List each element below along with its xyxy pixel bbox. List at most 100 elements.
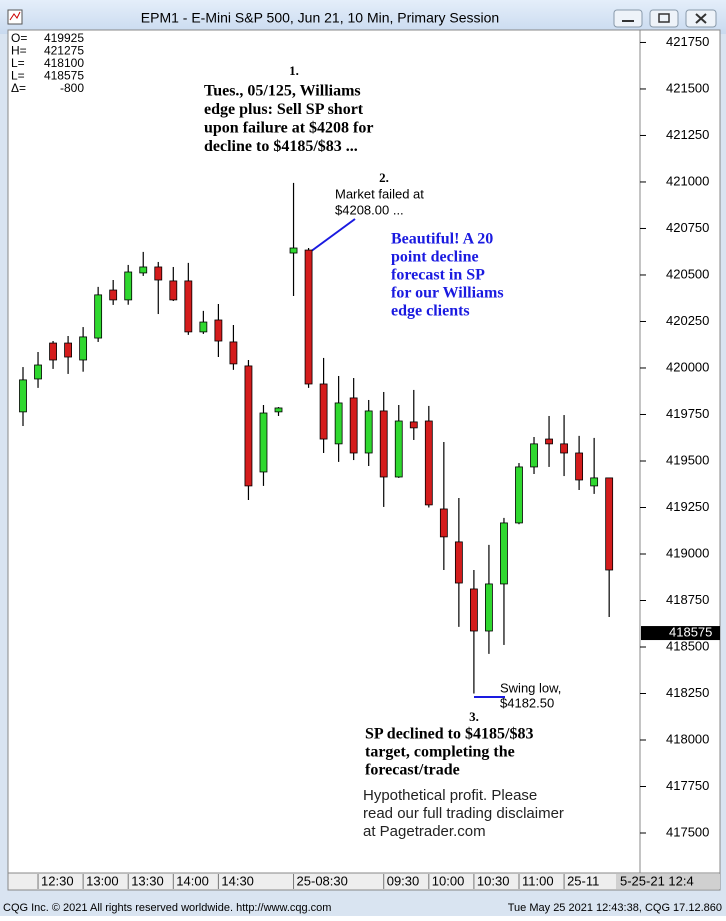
annotation-number: 2. <box>379 170 389 185</box>
readout-value: 418575 <box>44 69 84 83</box>
annotation-line: $4208.00 ... <box>335 202 404 217</box>
candle-body <box>590 477 599 487</box>
candle-body <box>500 522 508 585</box>
candle-body <box>424 420 433 506</box>
time-stamp-box <box>616 874 720 889</box>
annotation-line: edge clients <box>391 303 470 320</box>
candle-body <box>154 266 163 281</box>
x-tick-label: 25-11 <box>567 873 599 888</box>
annotation-number: 1. <box>289 63 299 78</box>
candle-body <box>379 410 388 478</box>
annotation-line: Tues., 05/125, Williams <box>204 83 361 100</box>
annotation-line: forecast in SP <box>391 267 485 284</box>
annotation-line: SP declined to $4185/$83 <box>365 726 533 743</box>
candle-body <box>244 365 253 487</box>
candle-body <box>79 336 88 361</box>
candle-body <box>485 583 493 632</box>
annotation-line: at Pagetrader.com <box>363 823 486 840</box>
y-tick-label: 420750 <box>666 220 709 235</box>
readout-label: L= <box>11 69 25 83</box>
annotation-line: Swing low, <box>500 680 561 695</box>
x-tick-label: 13:00 <box>86 873 119 888</box>
annotation-line: Beautiful! A 20 <box>391 231 493 248</box>
y-tick-label: 419750 <box>666 406 709 421</box>
x-tick-label: 09:30 <box>387 873 420 888</box>
close-glyph <box>695 13 707 24</box>
y-tick-label: 421000 <box>666 173 709 188</box>
candle-body <box>124 271 133 301</box>
candle-body <box>515 466 523 524</box>
candle-body <box>64 342 72 358</box>
y-tick-label: 417750 <box>666 778 709 793</box>
readout-label: O= <box>11 31 27 45</box>
y-tick-label: 421500 <box>666 80 709 95</box>
window-icon <box>7 9 23 25</box>
x-tick-label: 14:30 <box>221 873 254 888</box>
y-tick-label: 419500 <box>666 452 709 467</box>
last-price-box <box>641 626 720 641</box>
candle-body <box>229 341 238 365</box>
y-tick-label: 421250 <box>666 127 709 142</box>
annotation-line: edge plus: Sell SP short <box>204 101 364 118</box>
x-tick-label: 10:00 <box>432 873 465 888</box>
readout-value: 421275 <box>44 44 84 58</box>
x-tick-label: 10:30 <box>477 873 510 888</box>
candle-body <box>394 420 403 478</box>
annotation-line: upon failure at $4208 for <box>204 120 373 137</box>
readout-label: Δ= <box>11 81 26 95</box>
candle-body <box>109 289 118 301</box>
annotation-line: for our Williams <box>391 285 504 302</box>
maximize-button[interactable] <box>649 9 679 28</box>
candle-body <box>19 379 27 413</box>
y-tick-label: 418750 <box>666 592 709 607</box>
x-tick-label: 25-08:30 <box>297 873 348 888</box>
annotation-line: point decline <box>391 249 479 266</box>
candle-body <box>530 443 538 468</box>
minimize-button[interactable] <box>613 9 643 28</box>
candle-body <box>409 421 418 429</box>
y-tick-label: 420250 <box>666 313 709 328</box>
annotation-line: read our full trading disclaimer <box>363 805 564 822</box>
candle-body <box>334 402 343 445</box>
candle-body <box>304 249 313 385</box>
y-tick-label: 418250 <box>666 685 709 700</box>
candle-body <box>259 412 268 473</box>
annotation-line: target, completing the <box>365 744 515 761</box>
annotation-line: Hypothetical profit. Please <box>363 787 537 804</box>
candle-body <box>364 410 373 454</box>
candle-body <box>199 321 208 333</box>
candle-body <box>319 383 328 440</box>
y-tick-label: 420500 <box>666 266 709 281</box>
readout-label: H= <box>11 44 27 58</box>
candle-body <box>49 342 57 361</box>
maximize-glyph <box>658 13 670 23</box>
y-tick-label: 418000 <box>666 731 709 746</box>
price-axis <box>639 29 721 874</box>
candle-body <box>34 364 42 380</box>
candle-body <box>184 280 193 333</box>
readout-value: -800 <box>60 81 84 95</box>
footer-left: CQG Inc. © 2021 All rights reserved worl… <box>3 902 331 914</box>
annotation-line: forecast/trade <box>365 762 460 779</box>
candle-body <box>469 588 478 632</box>
window-title: EPM1 - E-Mini S&P 500, Jun 21, 10 Min, P… <box>141 10 499 26</box>
candle-body <box>139 266 148 274</box>
annotation-line: Market failed at <box>335 186 424 201</box>
candle-body <box>454 541 463 584</box>
annotation-line: $4182.50 <box>500 695 554 710</box>
readout-value: 418100 <box>44 56 84 70</box>
time-stamp: 5-25-21 12:4 <box>620 873 694 888</box>
candle-body <box>560 443 568 454</box>
x-tick-label: 13:30 <box>131 873 164 888</box>
x-tick-label: 12:30 <box>41 873 74 888</box>
y-tick-label: 420000 <box>666 359 709 374</box>
y-tick-label: 421750 <box>666 34 709 49</box>
candles <box>19 182 614 694</box>
candle-body <box>274 407 283 413</box>
candle-body <box>214 319 223 342</box>
candle-body <box>545 438 553 445</box>
candle-body <box>439 508 448 538</box>
candle-body <box>289 247 298 254</box>
